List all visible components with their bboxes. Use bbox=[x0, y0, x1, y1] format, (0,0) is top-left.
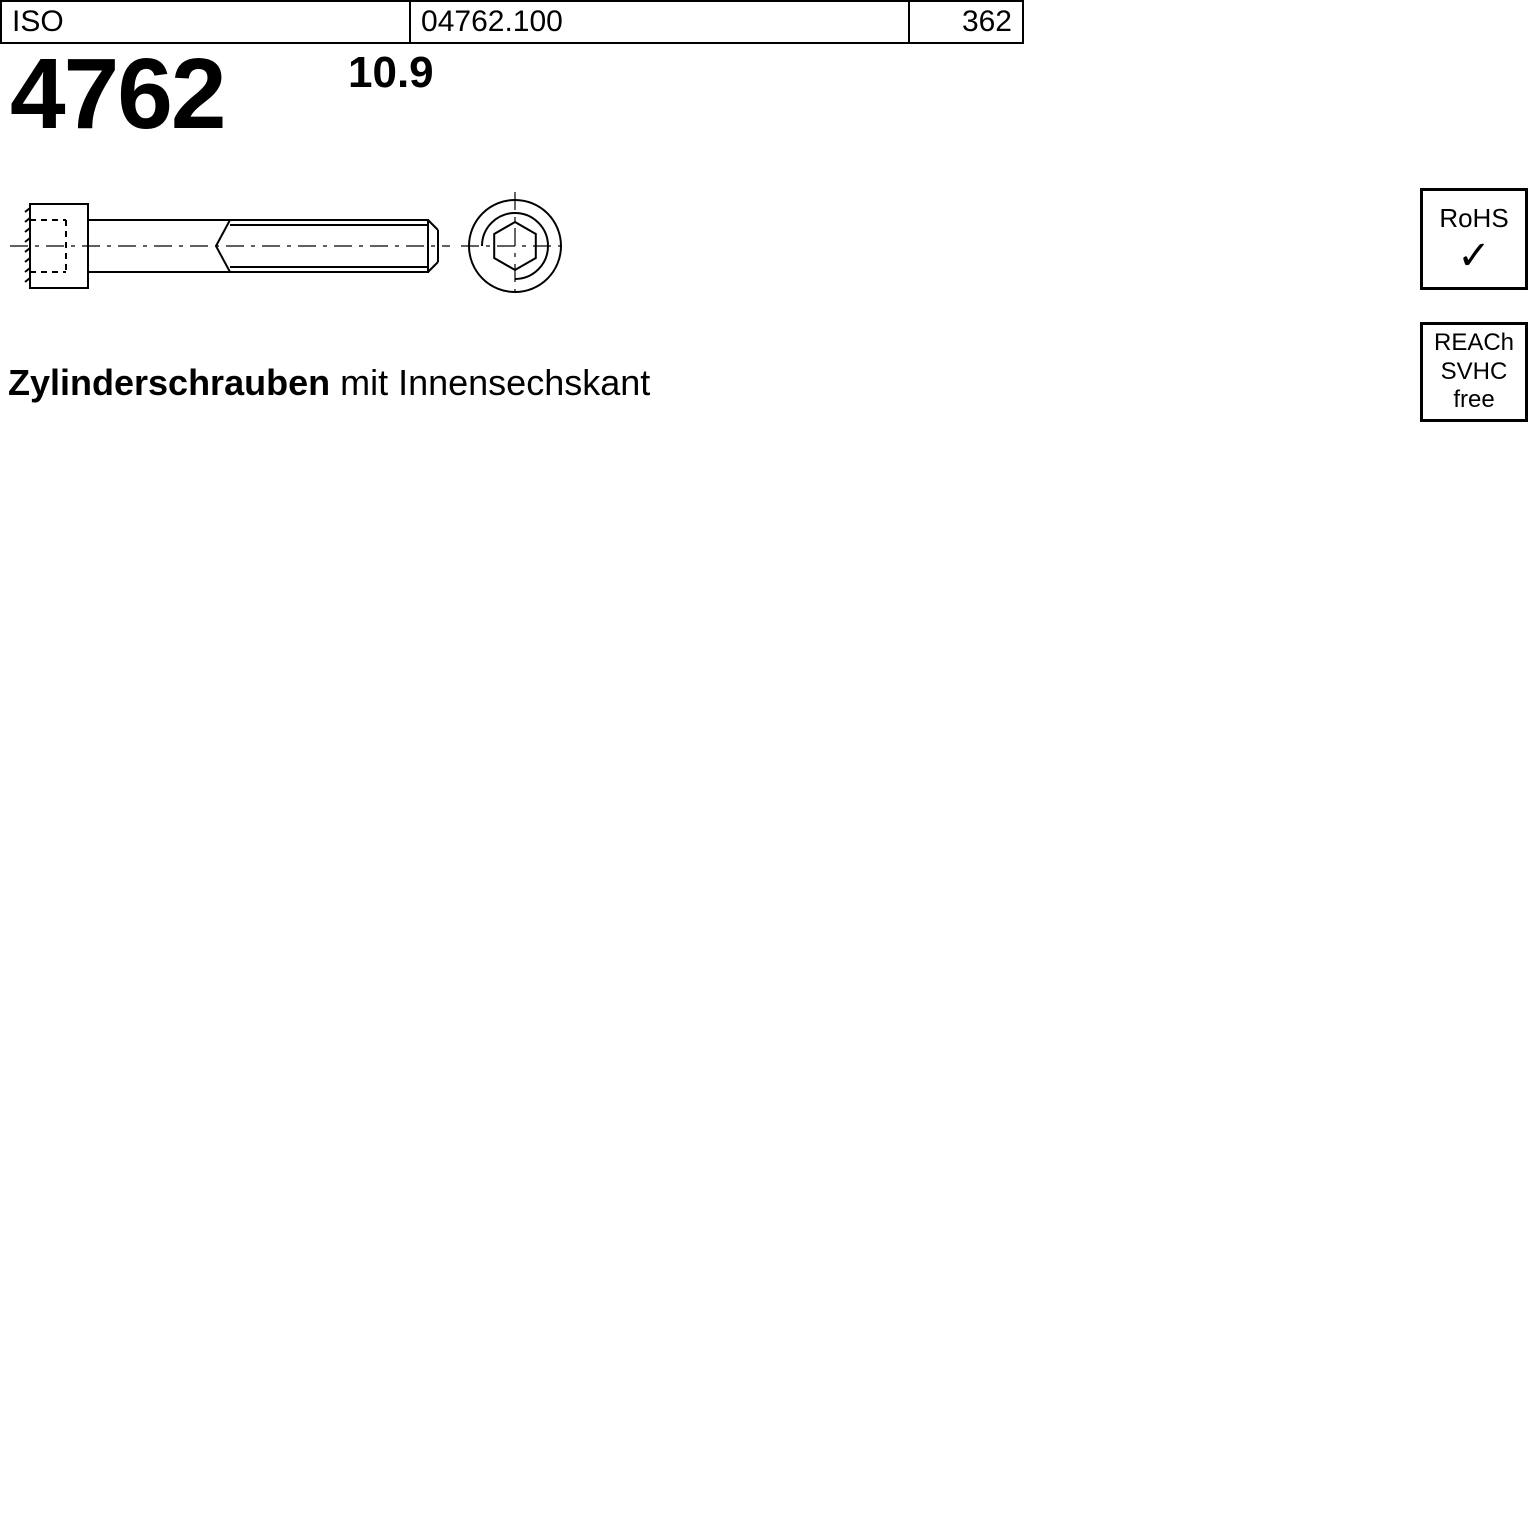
description-rest: mit Innensechskant bbox=[330, 362, 650, 403]
reach-badge: REACh SVHC free bbox=[1420, 322, 1528, 422]
reach-line3: free bbox=[1453, 386, 1494, 415]
header-standard-cell: ISO bbox=[1, 1, 410, 43]
standard-number: 4762 bbox=[10, 44, 224, 144]
screw-drawing bbox=[10, 192, 570, 302]
rohs-label: RoHS bbox=[1439, 203, 1508, 234]
header-code-cell: 04762.100 bbox=[410, 1, 909, 43]
datasheet: ISO 04762.100 362 4762 10.9 bbox=[0, 0, 1536, 1536]
header-standard-label: ISO bbox=[12, 5, 64, 38]
property-class: 10.9 bbox=[348, 48, 434, 98]
reach-line2: SVHC bbox=[1441, 358, 1508, 387]
reach-line1: REACh bbox=[1434, 329, 1514, 358]
header-page-cell: 362 bbox=[909, 1, 1023, 43]
rohs-badge: RoHS ✓ bbox=[1420, 188, 1528, 290]
product-description: Zylinderschrauben mit Innensechskant bbox=[8, 362, 650, 404]
header-code: 04762.100 bbox=[421, 5, 563, 38]
check-icon: ✓ bbox=[1457, 236, 1491, 276]
header-page-number: 362 bbox=[962, 5, 1012, 38]
description-bold: Zylinderschrauben bbox=[8, 362, 330, 403]
